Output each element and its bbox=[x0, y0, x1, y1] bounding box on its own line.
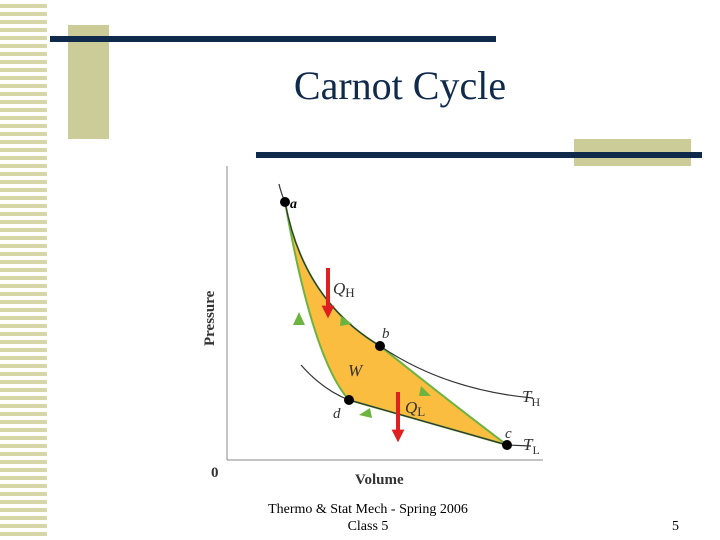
slide-footer: Thermo & Stat Mech - Spring 2006 Class 5 bbox=[238, 501, 498, 535]
footer-course: Thermo & Stat Mech - Spring 2006 bbox=[268, 502, 468, 517]
title-rule-bottom bbox=[256, 152, 702, 158]
state-point-b bbox=[375, 341, 385, 351]
y-axis-label: Pressure bbox=[202, 290, 218, 346]
footer-class: Class 5 bbox=[347, 519, 389, 534]
carnot-pv-diagram: a b c d QH W QL TH TL Pressure Volume 0 bbox=[202, 166, 543, 488]
isotherm-low-curve bbox=[300, 364, 532, 447]
direction-arrow-da bbox=[293, 312, 305, 325]
direction-arrow-bc bbox=[419, 386, 431, 396]
state-point-a bbox=[280, 197, 290, 207]
direction-arrow-cd bbox=[359, 408, 372, 418]
isotherm-low-label: TL bbox=[523, 435, 540, 457]
isotherm-high-curve bbox=[278, 183, 534, 399]
heat-in-label: QH bbox=[333, 279, 355, 300]
isotherm-high-label: TH bbox=[522, 387, 540, 409]
point-label-a: a bbox=[290, 197, 297, 212]
point-label-c: c bbox=[505, 426, 512, 442]
point-label-d: d bbox=[333, 406, 341, 422]
page-number: 5 bbox=[672, 519, 679, 534]
decorative-stripes bbox=[0, 0, 50, 540]
x-axis-label: Volume bbox=[355, 472, 404, 488]
decorative-block-top-left bbox=[68, 25, 109, 139]
state-point-c bbox=[502, 440, 512, 450]
origin-label: 0 bbox=[211, 465, 219, 481]
heat-out-label: QL bbox=[405, 398, 425, 419]
slide-title: Carnot Cycle bbox=[293, 63, 507, 108]
work-label: W bbox=[348, 361, 364, 380]
state-point-d bbox=[344, 395, 354, 405]
point-label-b: b bbox=[382, 326, 390, 342]
title-rule-top bbox=[50, 36, 496, 42]
direction-arrow-ab bbox=[340, 316, 352, 326]
